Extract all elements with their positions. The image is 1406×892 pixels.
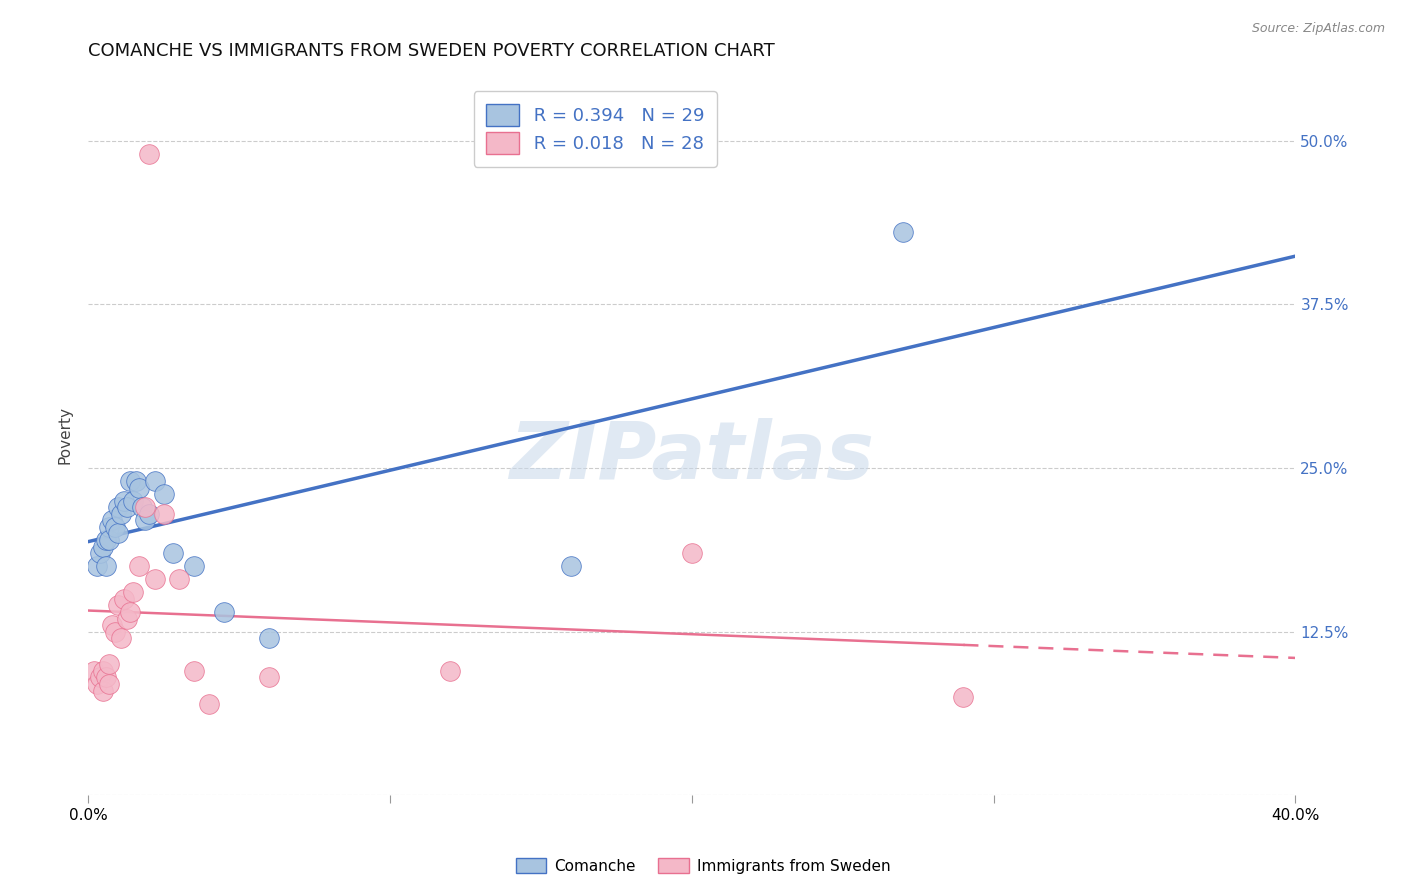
Point — [96, 559, 118, 574]
Point — [134, 500, 156, 515]
Point — [183, 559, 205, 574]
Point — [681, 546, 703, 560]
Point — [104, 520, 127, 534]
Point — [128, 559, 150, 574]
Point — [91, 683, 114, 698]
Point — [91, 540, 114, 554]
Point — [98, 657, 121, 672]
Point — [98, 520, 121, 534]
Point — [112, 493, 135, 508]
Y-axis label: Poverty: Poverty — [58, 406, 72, 464]
Point — [96, 670, 118, 684]
Point — [122, 585, 145, 599]
Point — [891, 225, 914, 239]
Point — [101, 618, 124, 632]
Point — [122, 493, 145, 508]
Text: Source: ZipAtlas.com: Source: ZipAtlas.com — [1251, 22, 1385, 36]
Point — [183, 664, 205, 678]
Point — [86, 677, 108, 691]
Point — [120, 474, 142, 488]
Point — [198, 697, 221, 711]
Point — [257, 670, 280, 684]
Point — [112, 591, 135, 606]
Point — [439, 664, 461, 678]
Point — [152, 487, 174, 501]
Point — [952, 690, 974, 704]
Point — [128, 481, 150, 495]
Text: COMANCHE VS IMMIGRANTS FROM SWEDEN POVERTY CORRELATION CHART: COMANCHE VS IMMIGRANTS FROM SWEDEN POVER… — [89, 42, 775, 60]
Point — [117, 611, 139, 625]
Point — [86, 559, 108, 574]
Point — [138, 507, 160, 521]
Point — [107, 526, 129, 541]
Text: ZIPatlas: ZIPatlas — [509, 417, 875, 496]
Point — [107, 500, 129, 515]
Legend: Comanche, Immigrants from Sweden: Comanche, Immigrants from Sweden — [509, 852, 897, 880]
Point — [107, 599, 129, 613]
Point — [98, 677, 121, 691]
Point — [131, 500, 153, 515]
Point — [212, 605, 235, 619]
Point — [89, 546, 111, 560]
Point — [104, 624, 127, 639]
Point — [89, 670, 111, 684]
Point — [134, 513, 156, 527]
Point — [117, 500, 139, 515]
Point — [98, 533, 121, 547]
Point — [560, 559, 582, 574]
Point — [110, 631, 132, 645]
Point — [101, 513, 124, 527]
Point — [152, 507, 174, 521]
Point — [143, 474, 166, 488]
Point — [96, 533, 118, 547]
Point — [138, 146, 160, 161]
Point — [257, 631, 280, 645]
Point — [83, 664, 105, 678]
Point — [91, 664, 114, 678]
Point — [162, 546, 184, 560]
Point — [125, 474, 148, 488]
Point — [167, 572, 190, 586]
Point — [143, 572, 166, 586]
Point — [120, 605, 142, 619]
Point — [110, 507, 132, 521]
Legend:  R = 0.394   N = 29,  R = 0.018   N = 28: R = 0.394 N = 29, R = 0.018 N = 28 — [474, 92, 717, 167]
